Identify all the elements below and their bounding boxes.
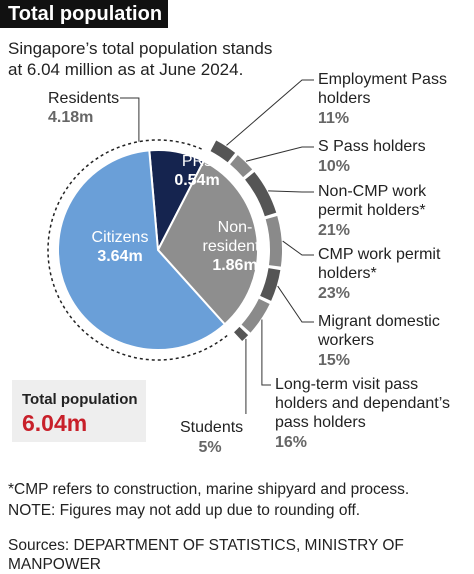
- title-bar: [0, 0, 168, 28]
- breakdown-label: S Pass holders: [318, 138, 426, 155]
- breakdown-value: 10%: [318, 158, 351, 175]
- ring-segment: [265, 216, 282, 267]
- ring-segment: [241, 298, 270, 333]
- pie-slice: [156, 159, 259, 326]
- breakdown-label: Students: [180, 419, 244, 436]
- breakdown-value: 5%: [198, 439, 222, 456]
- breakdown-label: Employment Pass holders: [318, 71, 447, 107]
- slice-value: 1.86m: [212, 257, 258, 274]
- leader-line: [261, 319, 271, 386]
- slice-label: Non-residents 1.86m: [200, 218, 270, 275]
- total-value: 6.04m: [22, 410, 88, 436]
- breakdown-label: CMP work permit holders*: [318, 246, 441, 282]
- leader-line: [277, 285, 314, 323]
- breakdown-label: Migrant domestic workers: [318, 313, 440, 349]
- leader-line: [282, 240, 314, 256]
- ring-segment: [230, 155, 253, 178]
- breakdown-value: 21%: [318, 222, 351, 239]
- total-label: Total population: [22, 391, 138, 408]
- slice-label: Citizens 3.64m: [80, 228, 160, 266]
- leader-line: [120, 97, 140, 142]
- source: Sources: DEPARTMENT OF STATISTICS, MINIS…: [8, 537, 404, 573]
- note: *CMP refers to construction, marine ship…: [8, 481, 410, 498]
- breakdown-label: Long-term visit pass holders and dependa…: [275, 376, 450, 431]
- breakdown-value: 15%: [318, 352, 351, 369]
- slice-label: PRs 0.54m: [172, 152, 222, 190]
- ring-segment: [244, 172, 277, 217]
- ring-segment: [233, 326, 249, 342]
- breakdown-value: 23%: [318, 285, 351, 302]
- leader-line: [226, 79, 314, 146]
- subtitle: Singapore’s total population stands at 6…: [8, 39, 273, 79]
- total-box: Total population 6.04m: [12, 380, 146, 442]
- breakdown-value: 11%: [318, 110, 350, 127]
- breakdown-label: Non-CMP work permit holders*: [318, 183, 427, 219]
- note: NOTE: Figures may not add up due to roun…: [8, 502, 361, 519]
- ring-segment: [260, 267, 281, 301]
- slice-value: 0.54m: [174, 172, 220, 189]
- group-name: Residents: [48, 90, 120, 107]
- leader-line: [245, 146, 314, 162]
- slice-value: 3.64m: [97, 248, 143, 265]
- pie-slice: [57, 149, 227, 351]
- leader-line: [268, 190, 314, 193]
- breakdown-value: 16%: [275, 434, 308, 451]
- ring-segment: [210, 140, 236, 163]
- title: Total population: [8, 3, 163, 25]
- group-value: 4.18m: [48, 109, 94, 126]
